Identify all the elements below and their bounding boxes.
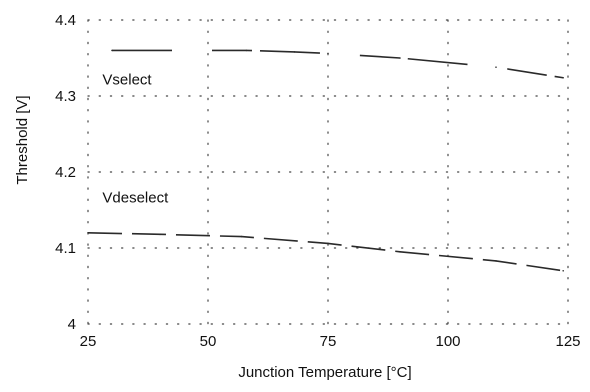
data-point <box>562 270 564 272</box>
grid <box>87 19 569 325</box>
y-tick-label: 4.3 <box>55 88 76 105</box>
data-point <box>327 242 329 245</box>
annotation-vdeselect: Vdeselect <box>102 189 169 206</box>
y-tick-label: 4 <box>68 316 76 333</box>
series-line-vselect <box>112 49 564 79</box>
data-point <box>87 232 89 234</box>
data-point <box>159 233 161 236</box>
x-tick-label: 100 <box>435 333 460 350</box>
data-point <box>327 52 329 55</box>
data-point <box>293 51 296 53</box>
annotation-vselect: Vselect <box>102 72 152 89</box>
data-point <box>399 57 401 59</box>
x-axis-label: Junction Temperature [°C] <box>238 364 411 381</box>
x-tick-label: 125 <box>555 333 580 350</box>
data-point <box>495 260 497 262</box>
x-tick-label: 50 <box>200 333 217 350</box>
y-tick-labels: 4 4.1 4.2 4.3 4.4 <box>55 12 76 333</box>
series-vdeselect <box>87 232 564 272</box>
series-vselect <box>111 49 564 79</box>
data-point <box>111 49 113 52</box>
y-axis-label: Threshold [V] <box>14 95 31 184</box>
y-tick-label: 4.4 <box>55 12 76 29</box>
data-point <box>562 76 564 79</box>
series-line-vdeselect <box>87 232 564 272</box>
data-point <box>495 66 497 68</box>
series-layer <box>87 49 564 272</box>
x-tick-labels: 25 50 75 100 125 <box>80 333 581 350</box>
data-point <box>240 235 243 238</box>
data-point <box>245 49 248 52</box>
x-tick-label: 75 <box>320 333 337 350</box>
annotations: Vselect Vdeselect <box>102 72 169 207</box>
y-tick-label: 4.1 <box>55 240 76 257</box>
x-tick-label: 25 <box>80 333 97 350</box>
y-tick-label: 4.2 <box>55 164 76 181</box>
data-point <box>399 251 401 253</box>
